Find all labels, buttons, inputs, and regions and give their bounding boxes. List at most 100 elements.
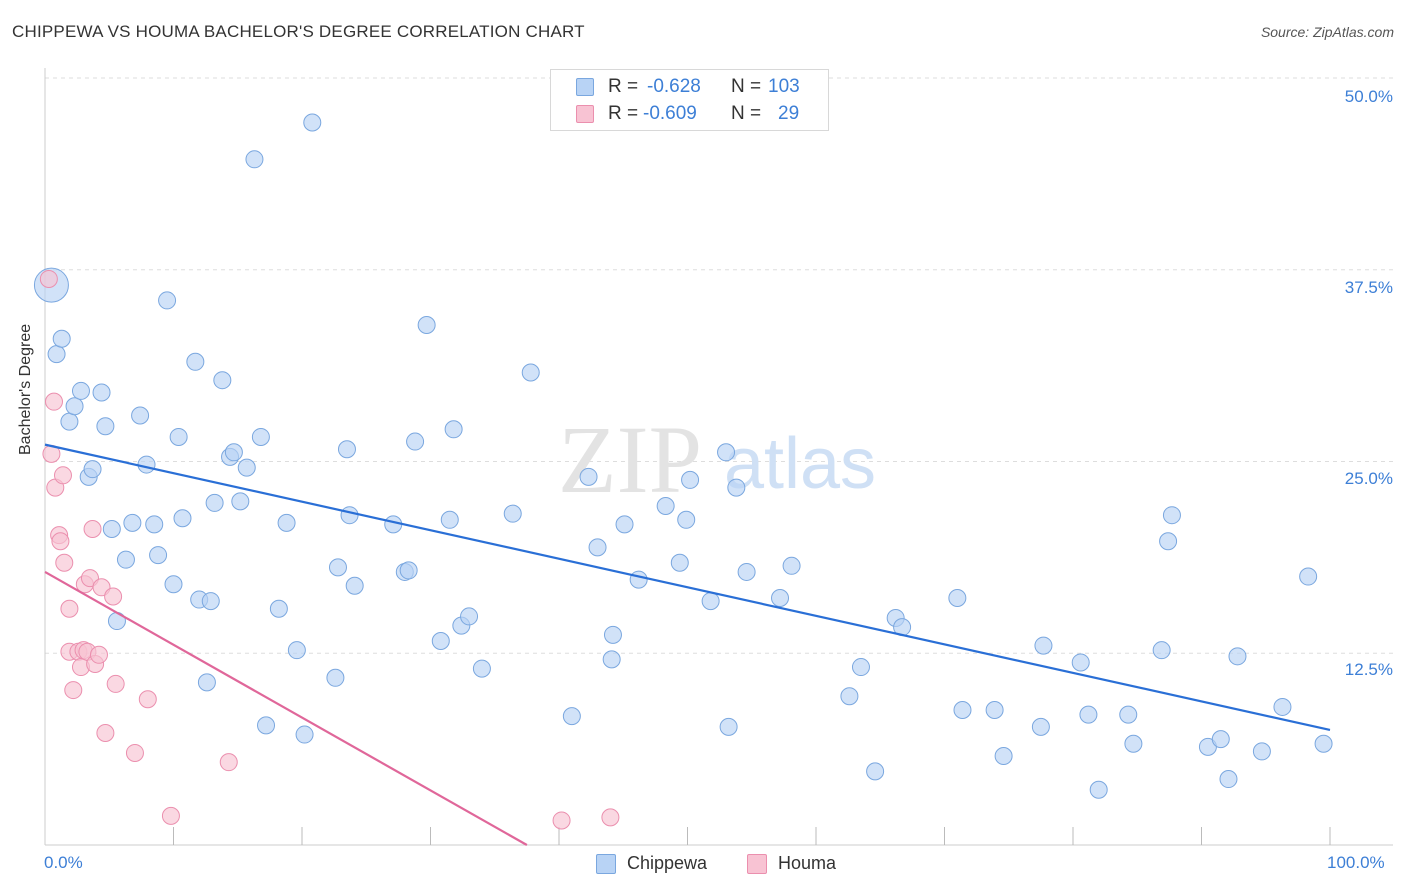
chippewa-point	[345, 576, 364, 595]
chippewa-point	[237, 458, 256, 477]
chippewa-point	[340, 506, 359, 525]
houma-point	[161, 806, 180, 825]
houma-point	[552, 811, 571, 830]
chippewa-point	[948, 589, 967, 608]
chippewa-point	[737, 562, 756, 581]
chippewa-point	[96, 417, 115, 436]
chippewa-point	[116, 550, 135, 569]
y-axis-label: Bachelor's Degree	[17, 323, 34, 455]
chippewa-point	[60, 412, 79, 431]
trend-lines	[44, 443, 1331, 846]
chippewa-point	[670, 553, 689, 572]
chippewa-point	[92, 383, 111, 402]
chippewa-point	[472, 659, 491, 678]
chippewa-point	[1031, 717, 1050, 736]
chippewa-point	[224, 443, 243, 462]
stats-row-houma: R = -0.609 N = 29	[551, 101, 828, 127]
series-houma-points	[39, 269, 620, 830]
r-value: -0.609	[643, 103, 697, 124]
chippewa-point	[629, 570, 648, 589]
chippewa-point	[277, 513, 296, 532]
chippewa-point	[205, 493, 224, 512]
chippewa-point	[164, 575, 183, 594]
chippewa-point	[1228, 647, 1247, 666]
chippewa-point	[503, 504, 522, 523]
chippewa-point	[1119, 705, 1138, 724]
legend-label: Houma	[778, 853, 837, 873]
legend-label: Chippewa	[627, 853, 708, 873]
chippewa-point	[399, 561, 418, 580]
chippewa-point	[149, 546, 168, 565]
houma-point	[53, 466, 72, 485]
chippewa-point	[173, 509, 192, 528]
houma-point	[64, 681, 83, 700]
chippewa-point	[1079, 705, 1098, 724]
chippewa-point	[406, 432, 425, 451]
chippewa-point	[245, 150, 264, 169]
chippewa-swatch	[576, 78, 594, 96]
chippewa-point	[145, 515, 164, 534]
chippewa-point	[1159, 532, 1178, 551]
chippewa-point	[47, 345, 66, 364]
chippewa-point	[197, 673, 216, 692]
stats-legend: R = -0.628 N = 103 R = -0.609 N = 29	[550, 69, 829, 131]
chippewa-point	[131, 406, 150, 425]
houma-point	[51, 532, 70, 551]
y-tick-label: 25.0%	[1344, 469, 1393, 488]
chippewa-point	[840, 687, 859, 706]
chart-title: CHIPPEWA VS HOUMA BACHELOR'S DEGREE CORR…	[12, 22, 585, 41]
chippewa-point	[615, 515, 634, 534]
chippewa-point	[71, 381, 90, 400]
chippewa-point	[677, 510, 696, 529]
chippewa-point	[719, 717, 738, 736]
chippewa-point	[701, 592, 720, 611]
chippewa-point	[1211, 730, 1230, 749]
x-tick-label-max: 100.0%	[1327, 853, 1385, 872]
y-tick-label: 37.5%	[1344, 278, 1393, 297]
chippewa-point	[782, 556, 801, 575]
watermark-zip: ZIP	[558, 406, 702, 513]
chippewa-point	[295, 725, 314, 744]
series-chippewa-points	[33, 113, 1333, 799]
n-value: 103	[768, 76, 800, 97]
chippewa-point	[231, 492, 250, 511]
watermark-atlas: atlas	[724, 424, 876, 504]
houma-point	[601, 808, 620, 827]
houma-point	[44, 392, 63, 411]
chippewa-point	[52, 329, 71, 348]
chippewa-point	[158, 291, 177, 310]
r-value: -0.628	[647, 76, 701, 97]
chippewa-point	[521, 363, 540, 382]
houma-point	[138, 690, 157, 709]
chippewa-point	[201, 592, 220, 611]
chippewa-point	[603, 625, 622, 644]
chippewa-point	[326, 668, 345, 687]
chippewa-point	[953, 701, 972, 720]
chippewa-point	[1219, 770, 1238, 789]
houma-point	[89, 645, 108, 664]
n-value: 29	[778, 103, 800, 124]
chippewa-point	[656, 496, 675, 515]
chippewa-point	[1089, 780, 1108, 799]
y-tick-label: 50.0%	[1344, 87, 1393, 106]
r-label: R =	[608, 76, 639, 97]
chippewa-point	[303, 113, 322, 132]
chippewa-point	[83, 460, 102, 479]
chippewa-point	[213, 371, 232, 390]
houma-point	[96, 724, 115, 743]
chippewa-point	[1314, 734, 1333, 753]
chippewa-point	[460, 607, 479, 626]
r-label: R =	[608, 103, 639, 124]
chippewa-point	[186, 352, 205, 371]
chippewa-point	[169, 427, 188, 446]
stats-row-chippewa: R = -0.628 N = 103	[551, 74, 828, 100]
chippewa-point	[1299, 567, 1318, 586]
chippewa-point	[328, 558, 347, 577]
chippewa-point	[257, 716, 276, 735]
chippewa-point	[440, 510, 459, 529]
chippewa-point	[444, 420, 463, 439]
source-label: Source: ZipAtlas.com	[1260, 24, 1394, 40]
chippewa-point	[1034, 636, 1053, 655]
chippewa-point	[1252, 742, 1271, 761]
chippewa-point	[562, 707, 581, 726]
